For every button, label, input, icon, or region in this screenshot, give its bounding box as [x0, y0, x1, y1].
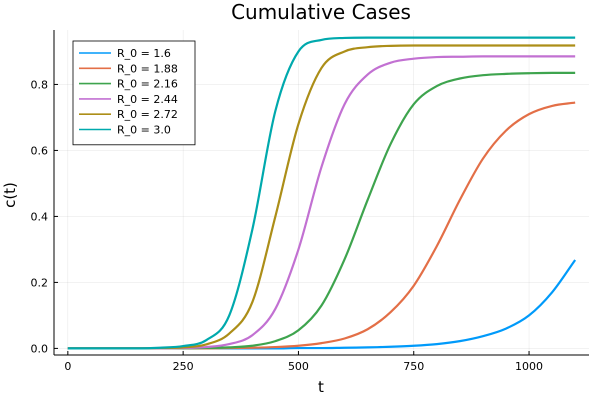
y-tick-label: 0.8 — [31, 78, 49, 91]
x-tick-label: 500 — [288, 360, 309, 373]
tick-labels-layer: 0 250 500 750 1000 0.0 0.2 0.4 0.6 0.8 — [31, 78, 544, 373]
legend-label: R_0 = 2.72 — [117, 108, 178, 121]
legend-label: R_0 = 3.0 — [117, 124, 171, 137]
legend-box — [72, 40, 196, 146]
y-tick-label: 0.0 — [31, 342, 49, 355]
chart-title: Cumulative Cases — [231, 0, 411, 24]
x-tick-label: 1000 — [515, 360, 543, 373]
axes-layer — [53, 30, 589, 356]
series-layer — [67, 36, 577, 350]
legend-label: R_0 = 1.6 — [117, 47, 171, 60]
x-tick-label: 0 — [64, 360, 71, 373]
series-line-6 — [67, 36, 576, 350]
y-axis-label: c(t) — [1, 182, 19, 208]
y-tick-label: 0.4 — [31, 210, 49, 223]
y-tick-label: 0.2 — [31, 276, 49, 289]
x-tick-label: 750 — [403, 360, 424, 373]
x-axis-label: t — [318, 378, 324, 396]
legend: R_0 = 1.6 R_0 = 1.88 R_0 = 2.16 R_0 = 2.44 R… — [72, 40, 196, 146]
legend-label: R_0 = 2.44 — [117, 93, 178, 106]
legend-label: R_0 = 2.16 — [117, 78, 178, 91]
legend-label: R_0 = 1.88 — [117, 62, 178, 75]
y-tick-label: 0.6 — [31, 144, 49, 157]
x-tick-label: 250 — [173, 360, 194, 373]
